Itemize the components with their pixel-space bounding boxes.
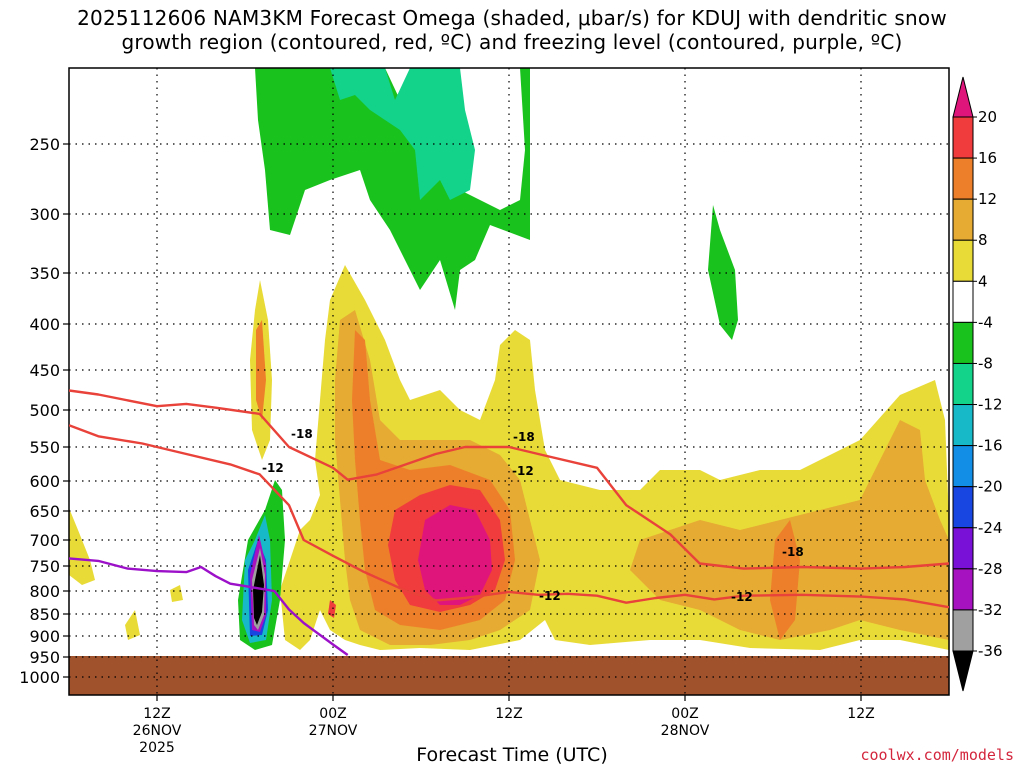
y-tick-label: 250 (29, 135, 60, 154)
chart-grid (69, 68, 949, 695)
colorbar: 20 16 12 8 4 -4 -8 -12 -16 -20 -24 -28 -32 -36 (952, 76, 1003, 692)
y-tick-label: 700 (29, 531, 60, 550)
y-tick-label: 450 (29, 361, 60, 380)
x-tick-label: 12Z (143, 706, 170, 722)
contour-label: -12 (731, 590, 753, 604)
y-tick-label: 500 (29, 401, 60, 420)
colorbar-segment (952, 609, 974, 652)
colorbar-tick-label: 12 (978, 190, 997, 208)
omega-region-neg8-upper (330, 68, 475, 200)
colorbar-tick-label: 4 (978, 272, 988, 290)
y-tick-label: 800 (29, 582, 60, 601)
omega-region-pos4-tiny (170, 585, 183, 602)
x-axis-label: Forecast Time (UTC) (416, 744, 608, 766)
contour-line-freezing-level (69, 557, 349, 656)
omega-region-neg36-column (253, 555, 264, 625)
y-tick-label: 950 (29, 648, 60, 667)
y-tick-label: 350 (29, 264, 60, 283)
contour-label: -12 (512, 464, 534, 478)
colorbar-tick-label: 16 (978, 149, 997, 167)
colorbar-tick-label: -12 (978, 396, 1003, 414)
omega-region-neg4-upper (255, 68, 530, 310)
colorbar-tick-label: -8 (978, 354, 993, 372)
omega-region-pos12-column (256, 320, 266, 420)
chart-title-line-2: growth region (contoured, red, ºC) and f… (121, 30, 903, 54)
y-tick-label: 750 (29, 557, 60, 576)
chart-title-line-1: 2025112606 NAM3KM Forecast Omega (shaded… (77, 6, 947, 30)
contour-label: -12 (539, 589, 561, 603)
contour-labels: -18 -12 -18 -12 -18 -12 -12 (262, 427, 804, 604)
colorbar-tick-label: 20 (978, 108, 997, 126)
contour-line-dgz-bottom (69, 424, 949, 609)
colorbar-tick-label: -28 (978, 560, 1003, 578)
colorbar-tick-label: -32 (978, 601, 1003, 619)
contour-line-dgz-top (69, 389, 949, 570)
colorbar-segment (952, 404, 974, 447)
colorbar-tick-label: -36 (978, 642, 1003, 660)
terrain-below-ground (69, 656, 949, 695)
colorbar-segment (952, 568, 974, 611)
x-tick-label: 28NOV (661, 723, 710, 739)
omega-shading (69, 68, 949, 650)
y-tick-label: 850 (29, 605, 60, 624)
contour-label: -12 (262, 461, 284, 475)
contours (69, 389, 949, 656)
omega-region-neg8-right (708, 205, 738, 340)
x-tick-label: 27NOV (309, 723, 358, 739)
colorbar-segment (952, 650, 974, 692)
colorbar-segment (952, 116, 974, 159)
colorbar-segment (952, 362, 974, 406)
contour-label: -18 (513, 430, 535, 444)
x-tick-label: 2025 (139, 740, 175, 756)
colorbar-tick-label: 8 (978, 231, 988, 249)
y-tick-label: 650 (29, 502, 60, 521)
y-tick-label: 600 (29, 472, 60, 491)
omega-region-pos12-right (770, 520, 800, 640)
colorbar-segment (952, 76, 974, 118)
colorbar-segment (952, 445, 974, 488)
y-tick-label: 400 (29, 315, 60, 334)
contour-label: -18 (782, 545, 804, 559)
x-tick-label: 26NOV (133, 723, 182, 739)
colorbar-segment (952, 527, 974, 570)
omega-region-pos4-small (125, 610, 140, 640)
colorbar-tick-label: -20 (978, 478, 1003, 496)
colorbar-segment (952, 239, 974, 282)
x-tick-label: 00Z (319, 706, 346, 722)
colorbar-segment (952, 321, 974, 364)
y-tick-label: 550 (29, 438, 60, 457)
colorbar-segment (952, 280, 974, 323)
y-tick-label: 1000 (19, 668, 60, 687)
x-tick-label: 12Z (847, 706, 874, 722)
colorbar-segment (952, 198, 974, 241)
colorbar-segment (952, 157, 974, 200)
colorbar-segment (952, 486, 974, 529)
contour-label: -18 (291, 427, 313, 441)
y-tick-label: 300 (29, 205, 60, 224)
x-tick-label: 00Z (671, 706, 698, 722)
y-axis-pressure: 250 300 350 400 450 500 550 600 650 700 750 800 850 9… (19, 135, 69, 687)
colorbar-tick-label: -16 (978, 437, 1003, 455)
y-tick-label: 900 (29, 627, 60, 646)
colorbar-tick-label: -24 (978, 519, 1003, 537)
x-tick-label: 12Z (495, 706, 522, 722)
omega-region-pos4-left (69, 508, 95, 585)
omega-region-pos20 (418, 505, 492, 605)
credit-link[interactable]: coolwx.com/models (860, 746, 1014, 764)
colorbar-tick-label: -4 (978, 313, 993, 331)
